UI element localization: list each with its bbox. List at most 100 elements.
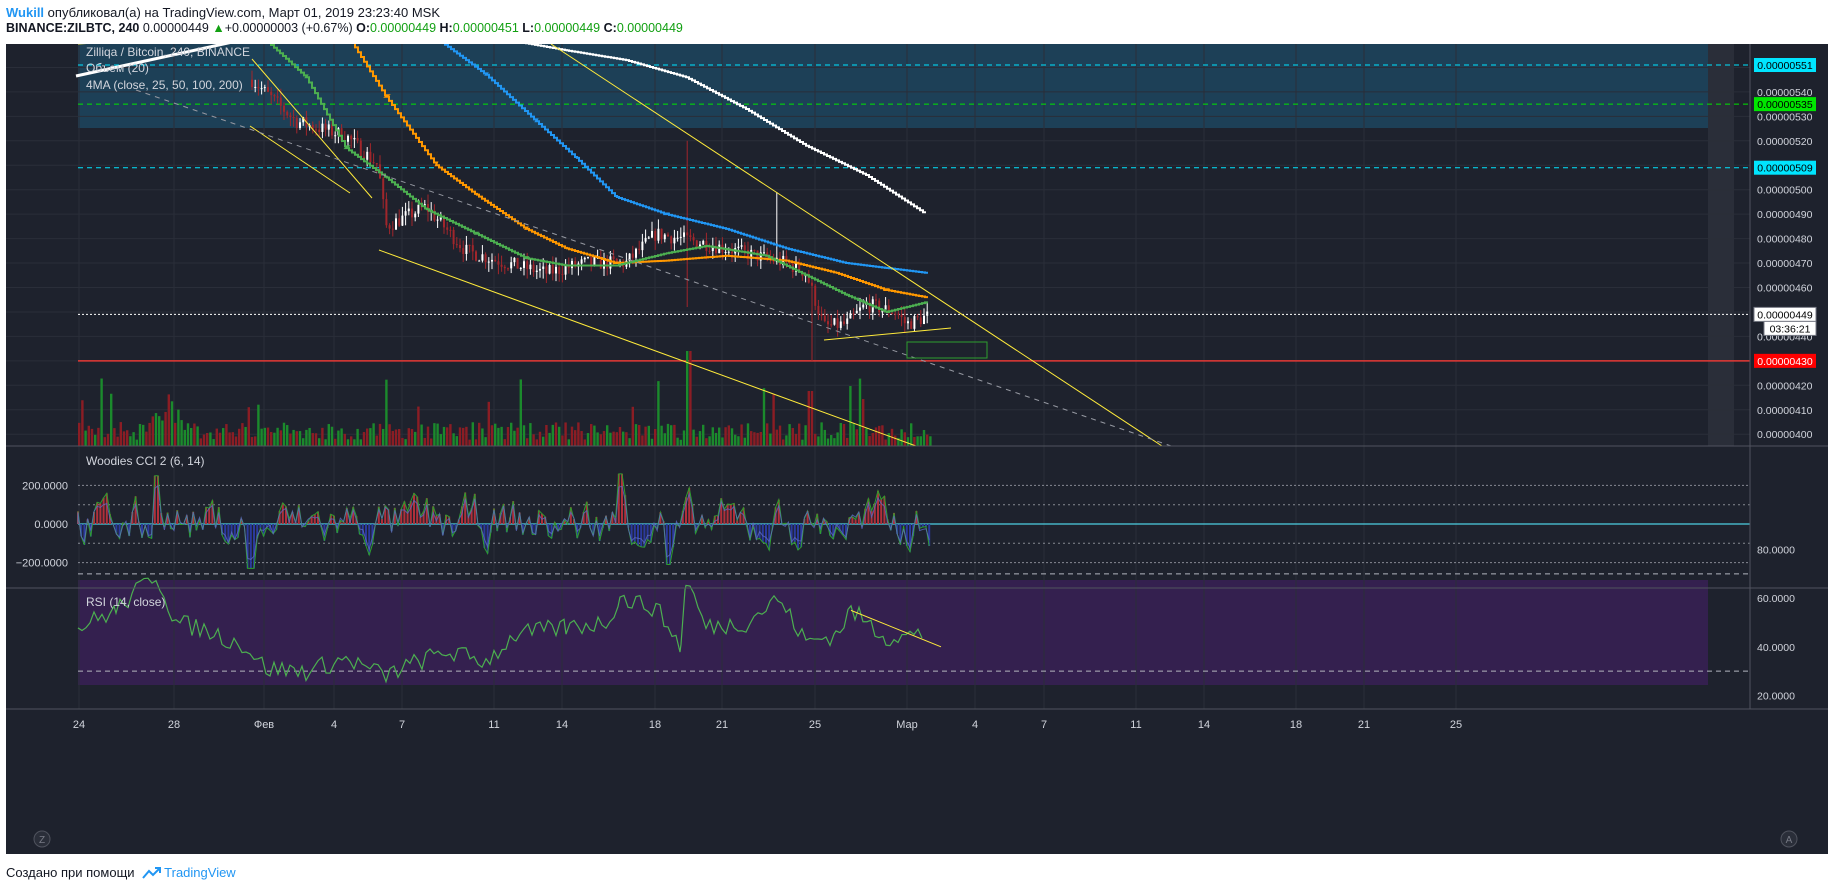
candle-body (433, 210, 436, 221)
candle-body (910, 321, 913, 329)
rsi-band (78, 580, 1708, 685)
volume-bar (750, 431, 753, 446)
price-tick-label: 0.00000480 (1757, 234, 1813, 246)
candle-body (727, 251, 730, 253)
tradingview-logo-icon (142, 867, 162, 879)
log-scale-button[interactable] (33, 830, 51, 848)
candle-body (353, 137, 356, 140)
candle-body (555, 266, 557, 274)
volume-bar (724, 427, 727, 446)
candle-body (798, 262, 801, 272)
volume-bar (676, 437, 679, 446)
auto-scale-button[interactable] (1780, 830, 1798, 848)
candle-body (404, 211, 407, 216)
volume-bar (334, 438, 337, 446)
volume-bar (686, 351, 689, 446)
volume-bar (513, 430, 516, 446)
low-label: L: (522, 21, 535, 35)
volume-bar (148, 422, 151, 446)
close-value: 0.00000449 (616, 21, 683, 35)
volume-bar (516, 427, 519, 446)
candle-body (702, 240, 705, 245)
volume-bar (222, 428, 225, 446)
candle-body (494, 259, 497, 262)
volume-bar (442, 426, 446, 446)
volume-bar (622, 431, 625, 446)
volume-bar (212, 439, 215, 446)
volume-bar (423, 437, 426, 446)
price-tick-label: 0.00000520 (1757, 136, 1813, 148)
main-legend-volume[interactable]: Объем (20) (86, 61, 149, 75)
volume-bar (366, 428, 369, 446)
volume-bar (90, 428, 94, 446)
volume-bar (852, 423, 855, 446)
volume-bar (868, 436, 871, 446)
volume-bar (554, 422, 558, 446)
volume-bar (682, 430, 686, 446)
candle-body (587, 256, 589, 258)
volume-bar (916, 436, 919, 446)
volume-bar (906, 437, 910, 446)
volume-bar (78, 422, 81, 446)
volume-bar (839, 422, 842, 446)
volume-bar (340, 428, 343, 446)
trend-drawings (75, 44, 1172, 447)
candle-body (907, 321, 909, 324)
candle-body (523, 261, 525, 268)
candle-body (612, 256, 615, 259)
volume-bar (97, 427, 100, 446)
candle-body (347, 135, 349, 142)
volume-bar (526, 438, 529, 446)
volume-bar (583, 439, 586, 446)
time-tick-label: 4 (331, 719, 337, 731)
price-tick-label: 0.00000530 (1757, 111, 1813, 123)
volume-bar (615, 432, 618, 446)
volume-bar (132, 432, 135, 446)
candle-body (759, 252, 762, 261)
main-legend-ma[interactable]: 4MA (close, 25, 50, 100, 200) (86, 78, 243, 92)
cci-legend[interactable]: Woodies CCI 2 (6, 14) (86, 454, 205, 468)
main-legend-symbol[interactable]: Zilliqa / Bitcoin, 240, BINANCE (86, 45, 250, 59)
tradingview-link[interactable]: TradingView (164, 865, 236, 880)
candle-body (628, 253, 631, 261)
candle-body (817, 305, 820, 315)
time-axis[interactable]: 24 28 Фев 4 7 11 14 18 21 25 Мар 4 7 11 14 18 21 25 (73, 719, 1462, 731)
volume-bar (503, 439, 506, 446)
volume-bar (113, 428, 116, 446)
candle-body (724, 251, 727, 253)
volume-bar (362, 432, 366, 446)
volume-bar (145, 431, 148, 446)
candle-body (401, 215, 404, 226)
candle-body (820, 314, 823, 316)
volume-bar (407, 428, 410, 446)
horizontal-levels (78, 64, 1750, 362)
symbol-name: BINANCE:ZILBTC, 240 (6, 21, 140, 35)
volume-bar (202, 434, 206, 446)
price-axis[interactable]: 0.000005500.000005400.000005300.00000520… (16, 62, 1813, 702)
wedge-lower (249, 125, 351, 194)
candle-body (676, 237, 679, 239)
volume-bar (225, 424, 228, 446)
chart-area[interactable]: 0.000005500.000005400.000005300.00000520… (6, 44, 1828, 854)
volume-bar (727, 425, 730, 446)
candle-body (855, 310, 858, 314)
candle-body (321, 123, 324, 132)
rsi-tick-label: 80.0000 (1757, 545, 1795, 557)
volume-bar (878, 425, 881, 446)
volume-bar (628, 438, 631, 446)
volume-bar (596, 432, 599, 446)
volume-bar (94, 434, 97, 446)
rsi-legend[interactable]: RSI (14, close) (86, 595, 165, 609)
candle-body (471, 245, 474, 252)
volume-bar (874, 427, 878, 446)
candle-body (327, 124, 330, 130)
volume-bar (414, 431, 417, 446)
time-tick-label: 4 (972, 719, 978, 731)
candle-body (295, 118, 298, 128)
candle-body (564, 266, 567, 275)
author-link[interactable]: Wukill (6, 5, 45, 20)
volume-bar (161, 420, 164, 446)
white-trendline (75, 44, 231, 78)
candle-body (350, 135, 353, 140)
price-tag-label: 0.00000551 (1757, 60, 1813, 72)
